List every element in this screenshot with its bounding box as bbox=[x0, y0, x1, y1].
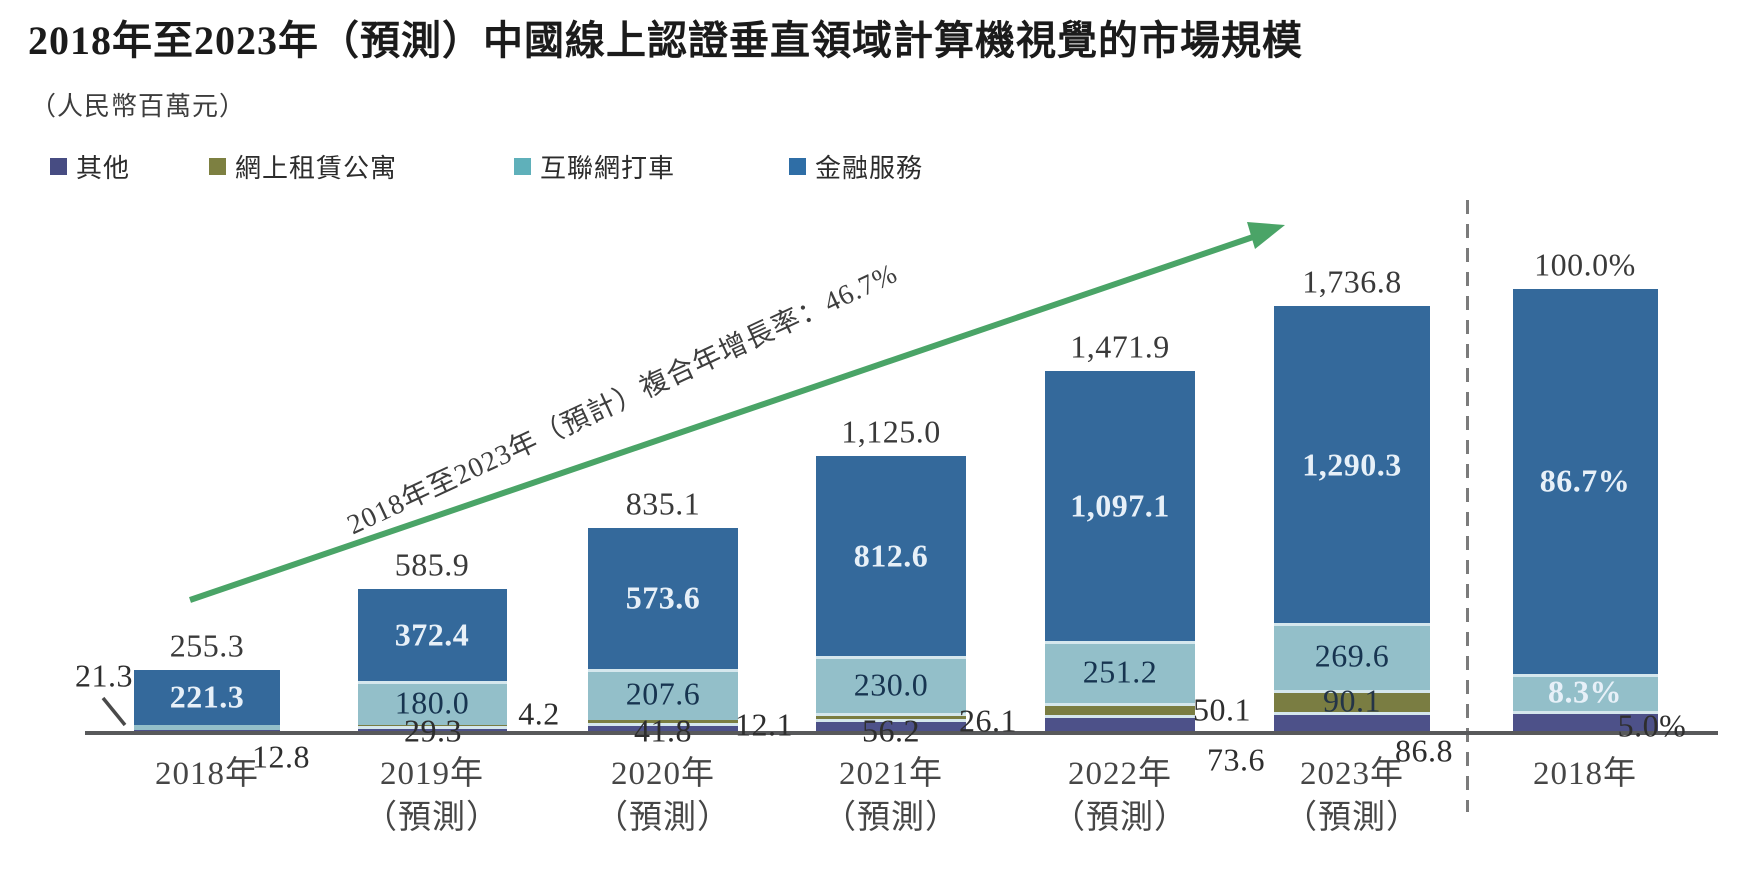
segment-value-label-rental: 50.1 bbox=[1193, 691, 1251, 728]
bar-segment-financial-2019年 bbox=[357, 588, 507, 681]
segment-value-label-financial: 372.4 bbox=[394, 616, 470, 653]
segment-value-label-others: 86.8 bbox=[1395, 732, 1453, 769]
segment-value-label-financial: 1,097.1 bbox=[1070, 487, 1170, 524]
segment-value-label-financial: 573.6 bbox=[625, 579, 701, 616]
y-axis-unit-label: （人民幣百萬元） bbox=[30, 92, 247, 121]
x-tick-line: 2019年 bbox=[380, 756, 484, 792]
bar-total-label: 835.1 bbox=[625, 485, 701, 522]
x-tick-label: 2018年 bbox=[67, 752, 347, 796]
bar-segment-financial-2018年 bbox=[134, 670, 280, 725]
x-tick-line: （預測） bbox=[1052, 800, 1188, 836]
callout-line-21-3 bbox=[101, 696, 127, 727]
segment-value-label-others: 29.3 bbox=[404, 712, 462, 749]
bar-segment-ride_hailing-2018年 bbox=[134, 724, 280, 730]
segment-value-label-ride_hailing: 21.3 bbox=[75, 657, 133, 694]
bar-segment-others-2021年 bbox=[816, 719, 966, 733]
bar-segment-ride_hailing-2020年 bbox=[588, 668, 738, 720]
legend-item-others: 其他 bbox=[50, 148, 130, 185]
legend-item-financial: 金融服務 bbox=[789, 148, 923, 185]
segment-value-label-ride_hailing: 180.0 bbox=[394, 684, 470, 721]
bar-total-label: 1,736.8 bbox=[1302, 263, 1402, 300]
segment-value-label-others: 5.0% bbox=[1617, 707, 1687, 744]
x-tick-line: （預測） bbox=[364, 800, 500, 836]
segment-value-label-financial: 221.3 bbox=[169, 678, 245, 715]
segment-value-label-financial: 812.6 bbox=[853, 537, 929, 574]
chart-title: 2018年至2023年（預測）中國線上認證垂直領域計算機視覺的市場規模 bbox=[28, 18, 1303, 63]
segment-value-label-ride_hailing: 8.3% bbox=[1548, 673, 1622, 710]
x-tick-line: 2023年 bbox=[1300, 756, 1404, 792]
legend-label-others: 其他 bbox=[76, 154, 131, 183]
x-tick-label: 2018年 bbox=[1445, 752, 1725, 796]
cagr-trend-arrow-head bbox=[1247, 222, 1285, 249]
x-tick-line: 2021年 bbox=[839, 756, 943, 792]
segment-value-label-others: 56.2 bbox=[862, 712, 920, 749]
bar-segment-ride_hailing-2021年 bbox=[816, 656, 966, 713]
legend-swatch-ride-hailing bbox=[514, 158, 531, 175]
bar-segment-others-2023年 bbox=[1274, 711, 1430, 733]
legend-label-ride-hailing: 互聯網打車 bbox=[540, 154, 676, 183]
legend-swatch-rental bbox=[209, 158, 226, 175]
segment-value-label-others: 12.8 bbox=[252, 738, 310, 775]
legend-item-rental: 網上租賃公寓 bbox=[209, 148, 397, 185]
segment-value-label-ride_hailing: 207.6 bbox=[625, 675, 701, 712]
bar-segment-financial-2023年 bbox=[1274, 306, 1430, 624]
segment-value-label-ride_hailing: 269.6 bbox=[1314, 637, 1390, 674]
legend-swatch-financial bbox=[789, 158, 806, 175]
bar-segment-financial-2018年 bbox=[1512, 289, 1658, 674]
bar-total-label: 100.0% bbox=[1534, 246, 1636, 283]
bar-total-label: 1,125.0 bbox=[841, 413, 941, 450]
bar-segment-others-2019年 bbox=[357, 725, 507, 733]
segment-value-label-ride_hailing: 230.0 bbox=[853, 666, 929, 702]
bar-total-label: 255.3 bbox=[169, 627, 245, 664]
x-tick-label: 2023年 （預測） bbox=[1212, 752, 1492, 840]
x-tick-label: 2020年 （預測） bbox=[523, 752, 803, 840]
x-tick-line: 2022年 bbox=[1068, 756, 1172, 792]
x-tick-label: 2019年 （預測） bbox=[292, 752, 572, 840]
x-tick-label: 2021年 （預測） bbox=[751, 752, 1031, 840]
bar-segment-rental-2022年 bbox=[1045, 702, 1195, 715]
bar-total-label: 585.9 bbox=[394, 546, 470, 583]
bar-segment-rental-2021年 bbox=[816, 712, 966, 720]
segment-value-label-others: 73.6 bbox=[1207, 741, 1265, 778]
legend-label-financial: 金融服務 bbox=[815, 154, 924, 183]
bar-segment-ride_hailing-2022年 bbox=[1045, 640, 1195, 703]
legend: 其他 網上租賃公寓 互聯網打車 金融服務 bbox=[0, 148, 1744, 185]
bar-segment-rental-2019年 bbox=[357, 724, 507, 726]
segment-value-label-others: 41.8 bbox=[634, 712, 692, 749]
segment-value-label-ride_hailing: 251.2 bbox=[1082, 653, 1158, 690]
segment-value-label-rental: 26.1 bbox=[959, 702, 1017, 739]
segment-value-label-financial: 86.7% bbox=[1539, 462, 1631, 499]
x-tick-line: （預測） bbox=[823, 800, 959, 836]
legend-label-rental: 網上租賃公寓 bbox=[235, 154, 398, 183]
dashed-separator-line bbox=[1466, 200, 1469, 812]
x-tick-line: 2020年 bbox=[611, 756, 715, 792]
bar-segment-rental-2020年 bbox=[588, 719, 738, 723]
bar-segment-others-2020年 bbox=[588, 722, 738, 733]
x-tick-line: （預測） bbox=[1284, 800, 1420, 836]
legend-item-ride-hailing: 互聯網打車 bbox=[514, 148, 675, 185]
bar-segment-others-2018年 bbox=[1512, 710, 1658, 733]
bar-segment-ride_hailing-2023年 bbox=[1274, 623, 1430, 690]
segment-value-label-rental: 4.2 bbox=[518, 695, 560, 732]
x-tick-line: （預測） bbox=[595, 800, 731, 836]
bar-segment-others-2022年 bbox=[1045, 714, 1195, 733]
bar-segment-ride_hailing-2019年 bbox=[357, 680, 507, 725]
x-tick-line: 2018年 bbox=[155, 756, 259, 792]
bar-segment-ride_hailing-2018年 bbox=[1512, 673, 1658, 711]
bar-total-label: 1,471.9 bbox=[1070, 328, 1170, 365]
bar-segment-rental-2023年 bbox=[1274, 689, 1430, 712]
x-tick-label: 2022年 （預測） bbox=[980, 752, 1260, 840]
x-axis-line bbox=[85, 731, 1718, 735]
segment-value-label-rental: 12.1 bbox=[735, 706, 793, 743]
segment-value-label-financial: 1,290.3 bbox=[1302, 446, 1402, 483]
legend-swatch-others bbox=[50, 158, 67, 175]
x-tick-line: 2018年 bbox=[1533, 756, 1637, 792]
segment-value-label-rental: 90.1 bbox=[1323, 682, 1381, 719]
